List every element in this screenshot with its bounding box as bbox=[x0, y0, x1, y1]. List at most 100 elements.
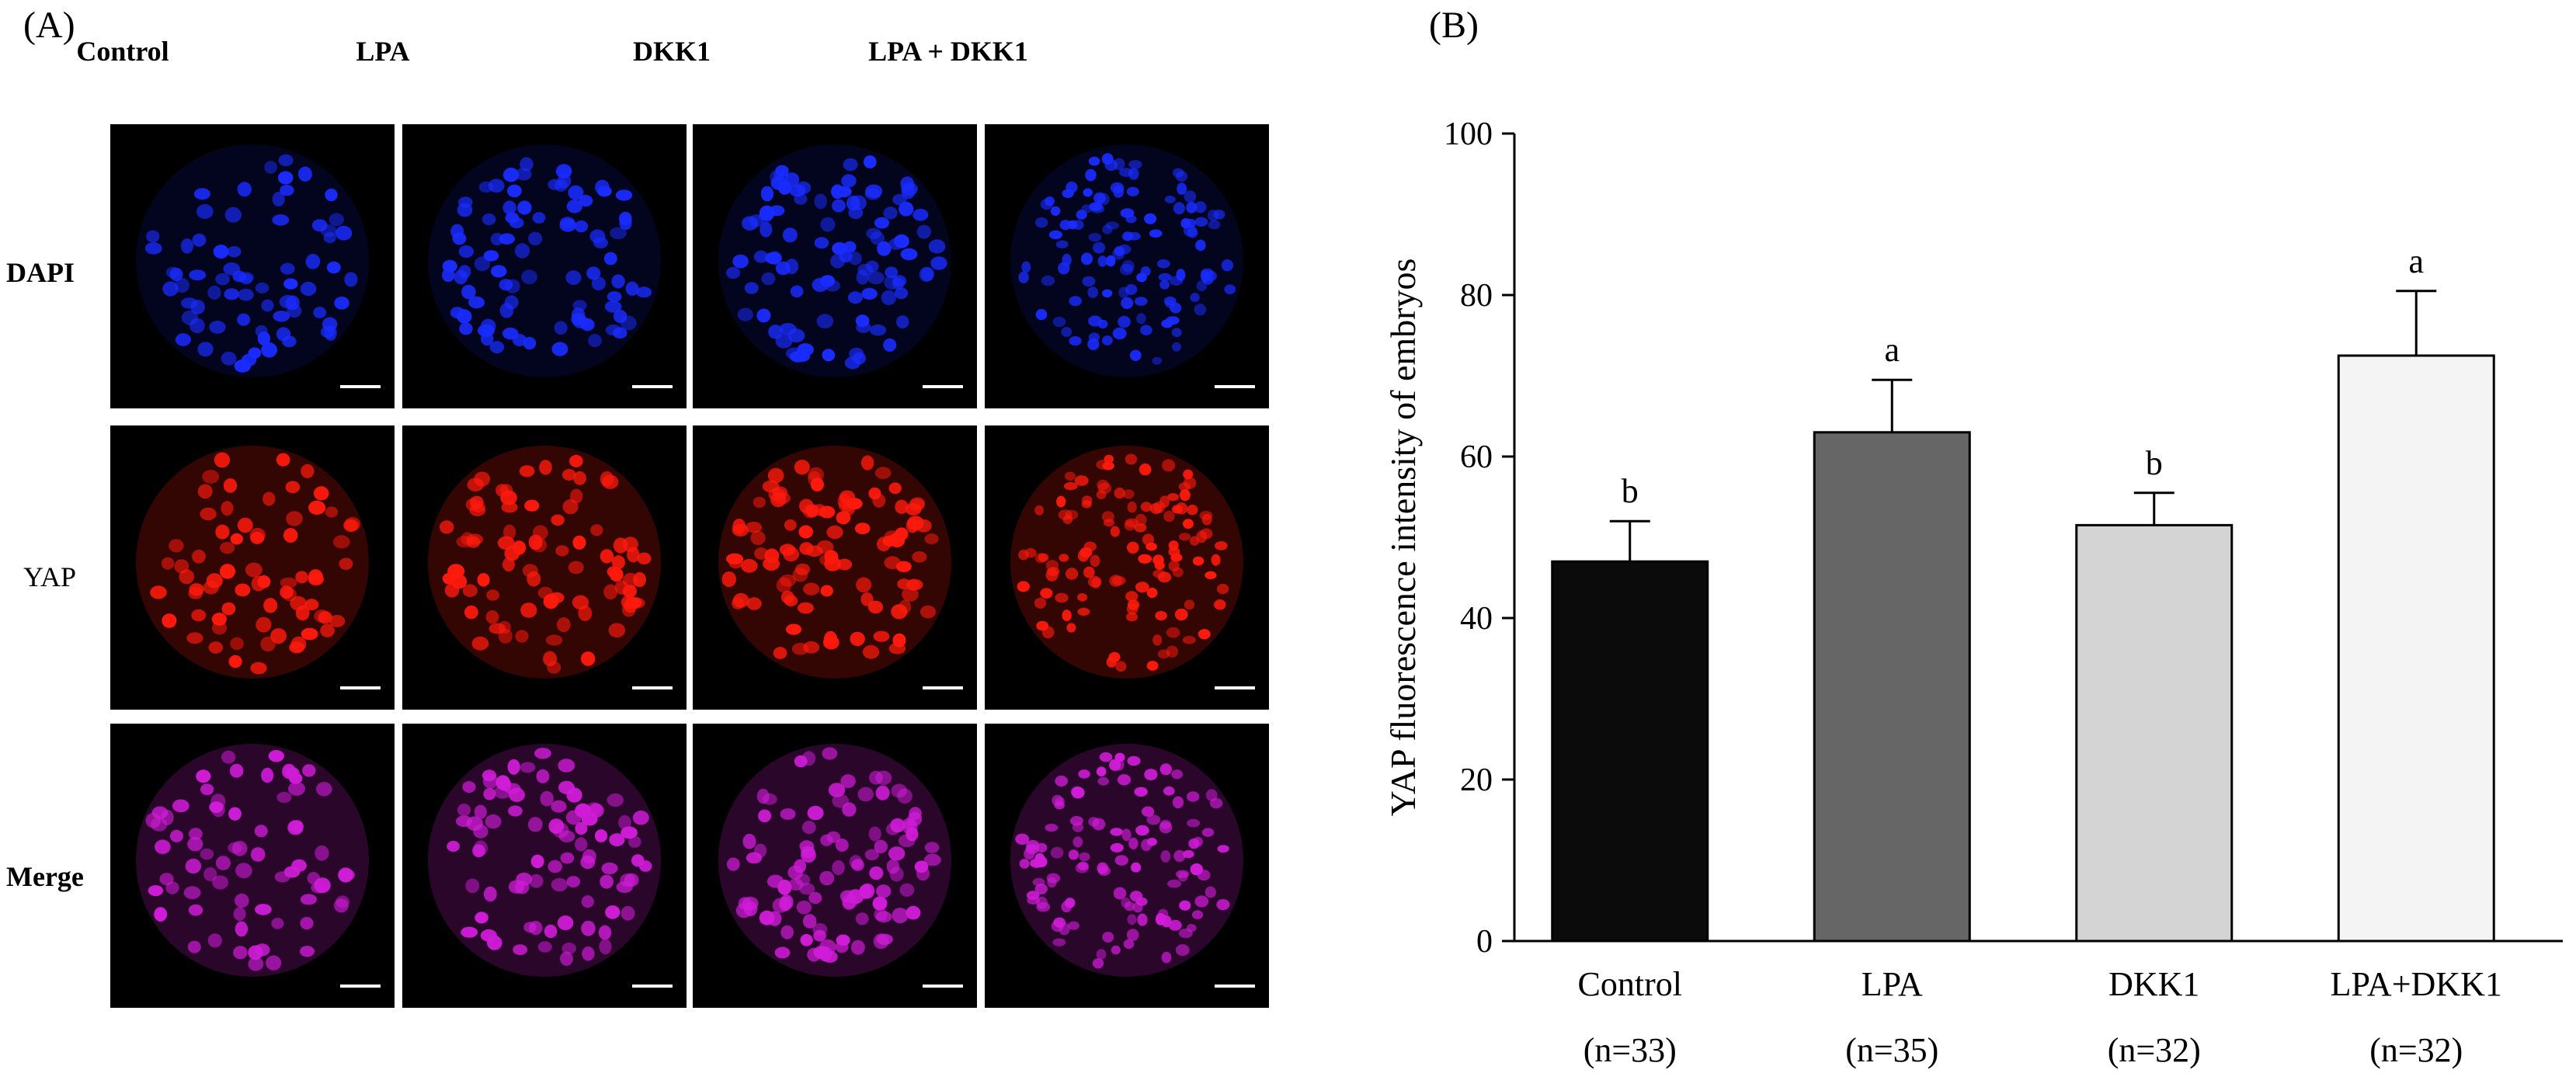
nucleus bbox=[603, 584, 618, 600]
nucleus bbox=[565, 270, 582, 285]
nucleus bbox=[1126, 612, 1138, 622]
nucleus bbox=[835, 940, 849, 953]
nucleus bbox=[1105, 255, 1116, 267]
nucleus bbox=[162, 281, 179, 297]
nucleus bbox=[278, 154, 294, 167]
nucleus bbox=[1149, 229, 1163, 238]
nucleus bbox=[1067, 220, 1078, 230]
nucleus bbox=[760, 186, 773, 202]
nucleus bbox=[1065, 509, 1079, 520]
x-sample-size-label: (n=35) bbox=[1845, 1031, 1938, 1069]
nucleus bbox=[1036, 902, 1051, 912]
nucleus bbox=[787, 865, 803, 880]
nucleus bbox=[1200, 528, 1213, 540]
nucleus bbox=[288, 781, 305, 796]
nucleus bbox=[1194, 217, 1208, 227]
y-tick-label: 20 bbox=[1460, 762, 1493, 798]
nucleus bbox=[144, 242, 162, 255]
nucleus bbox=[732, 592, 749, 608]
nucleus bbox=[760, 221, 773, 238]
nucleus bbox=[791, 642, 809, 655]
nucleus bbox=[1125, 518, 1139, 528]
nucleus bbox=[1096, 490, 1107, 499]
nucleus bbox=[250, 662, 267, 675]
nucleus bbox=[862, 644, 880, 659]
nucleus bbox=[1183, 849, 1194, 859]
nucleus bbox=[1127, 501, 1137, 513]
nucleus bbox=[1162, 459, 1176, 472]
nucleus bbox=[1173, 202, 1185, 215]
nucleus bbox=[565, 810, 582, 825]
nucleus bbox=[515, 630, 529, 643]
nucleus bbox=[1195, 239, 1206, 252]
panel-a-label: (A) bbox=[23, 5, 75, 46]
nucleus bbox=[187, 940, 201, 953]
nucleus bbox=[618, 814, 631, 830]
nucleus bbox=[450, 224, 464, 239]
nucleus bbox=[197, 342, 214, 357]
nucleus bbox=[1184, 599, 1195, 610]
nucleus bbox=[560, 852, 575, 864]
nucleus bbox=[913, 208, 929, 221]
nucleus bbox=[209, 321, 226, 334]
nucleus bbox=[1081, 204, 1093, 214]
nucleus bbox=[304, 599, 319, 611]
nucleus bbox=[1177, 182, 1187, 195]
nucleus bbox=[625, 281, 639, 296]
column-header-dkk1: DKK1 bbox=[632, 36, 711, 67]
nucleus bbox=[779, 574, 797, 587]
nucleus bbox=[1149, 502, 1163, 515]
nucleus bbox=[503, 524, 516, 540]
nucleus bbox=[1164, 195, 1176, 203]
nucleus bbox=[621, 905, 635, 921]
nucleus bbox=[459, 322, 473, 335]
nucleus bbox=[875, 770, 892, 786]
nucleus bbox=[555, 545, 569, 557]
nucleus bbox=[1183, 469, 1194, 480]
nucleus bbox=[888, 482, 902, 495]
y-tick-label: 60 bbox=[1460, 439, 1493, 475]
nucleus bbox=[548, 592, 565, 603]
nucleus bbox=[1068, 849, 1079, 860]
micrograph-merge-control bbox=[110, 724, 395, 1008]
nucleus bbox=[474, 256, 491, 272]
nucleus bbox=[532, 212, 546, 224]
nucleus bbox=[517, 200, 532, 215]
nucleus bbox=[1159, 495, 1170, 508]
nucleus bbox=[792, 568, 808, 582]
nucleus bbox=[1088, 332, 1100, 342]
nucleus bbox=[721, 571, 736, 587]
nucleus bbox=[609, 833, 625, 846]
nucleus bbox=[1221, 259, 1234, 272]
nucleus bbox=[489, 341, 505, 354]
nucleus bbox=[883, 207, 898, 220]
nucleus bbox=[873, 933, 889, 950]
nucleus bbox=[619, 216, 632, 231]
nucleus bbox=[274, 871, 290, 883]
nucleus bbox=[797, 602, 814, 614]
nucleus bbox=[266, 955, 282, 971]
nucleus bbox=[785, 259, 799, 275]
nucleus bbox=[471, 636, 489, 651]
nucleus bbox=[1119, 263, 1134, 276]
nucleus bbox=[189, 583, 204, 596]
nucleus bbox=[579, 195, 593, 207]
nucleus bbox=[277, 171, 294, 185]
nucleus bbox=[276, 453, 290, 467]
nucleus bbox=[895, 561, 912, 572]
nucleus bbox=[753, 496, 766, 509]
x-sample-size-label: (n=32) bbox=[2108, 1031, 2201, 1069]
nucleus bbox=[297, 166, 312, 182]
nucleus bbox=[874, 839, 888, 853]
nucleus bbox=[784, 595, 798, 607]
nucleus bbox=[602, 474, 619, 489]
nucleus bbox=[832, 860, 845, 876]
nucleus bbox=[250, 847, 266, 862]
nucleus bbox=[1180, 218, 1191, 229]
nucleus bbox=[888, 846, 906, 861]
nucleus bbox=[191, 609, 207, 622]
nucleus bbox=[1102, 224, 1113, 234]
column-header-lpa: LPA bbox=[356, 36, 410, 67]
nucleus bbox=[248, 957, 264, 971]
nucleus bbox=[196, 769, 211, 783]
